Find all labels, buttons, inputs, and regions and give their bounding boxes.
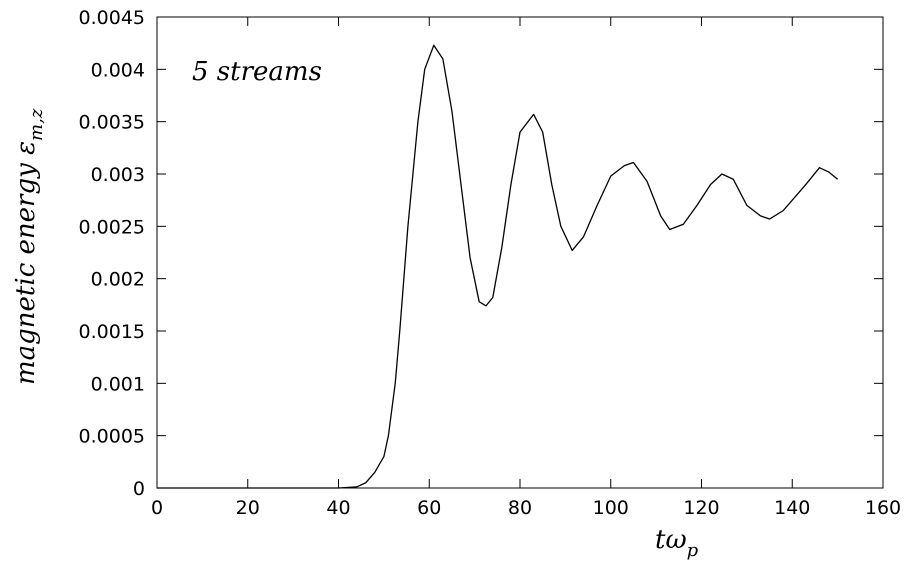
y-tick-label: 0.0025 — [79, 216, 145, 238]
y-axis-label-sub: m,z — [26, 108, 47, 141]
y-tick-label: 0.0015 — [79, 321, 145, 343]
y-axis-label-main: magnetic energy ε — [11, 141, 41, 385]
x-tick-label: 160 — [865, 497, 901, 519]
y-tick-label: 0 — [133, 478, 145, 500]
y-tick-label: 0.004 — [91, 59, 145, 81]
x-tick-label: 40 — [326, 497, 350, 519]
x-axis-label-sub: p — [687, 540, 699, 561]
x-axis-label: tωp — [655, 525, 699, 561]
x-tick-label: 20 — [236, 497, 260, 519]
y-tick-label: 0.0045 — [79, 7, 145, 29]
x-tick-label: 140 — [774, 497, 810, 519]
y-tick-label: 0.0035 — [79, 112, 145, 134]
y-tick-label: 0.002 — [91, 269, 145, 291]
y-tick-label: 0.0005 — [79, 426, 145, 448]
x-axis-label-main: tω — [655, 525, 687, 555]
x-tick-label: 100 — [593, 497, 629, 519]
y-tick-label: 0.001 — [91, 373, 145, 395]
x-tick-label: 0 — [151, 497, 163, 519]
annotation: 5 streams — [192, 57, 322, 87]
data-line — [157, 44, 839, 489]
x-tick-label: 80 — [508, 497, 532, 519]
x-tick-label: 120 — [683, 497, 719, 519]
y-tick-label: 0.003 — [91, 164, 145, 186]
plot-frame — [156, 16, 884, 489]
y-axis-label: magnetic energy εm,z — [11, 108, 47, 385]
x-tick-label: 60 — [417, 497, 441, 519]
